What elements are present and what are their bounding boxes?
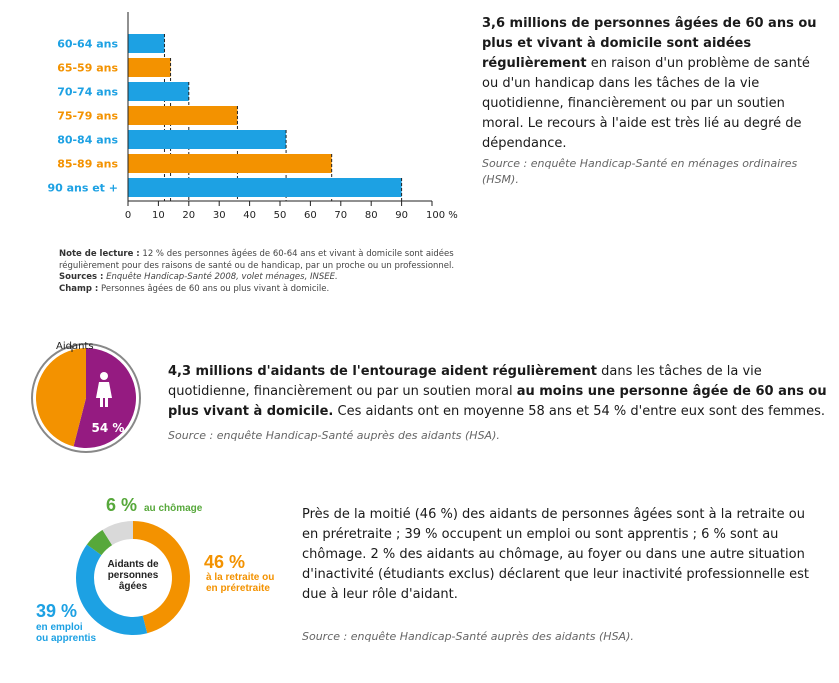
- donut-slice: [86, 529, 113, 556]
- bar: [128, 106, 238, 125]
- note-sources-label: Sources :: [59, 272, 104, 282]
- section1-source: Source : enquête Handicap-Santé en ménag…: [482, 157, 798, 186]
- note-champ-label: Champ :: [59, 283, 99, 294]
- donut-slice: [102, 521, 133, 546]
- x-tick-label: 10: [152, 210, 165, 221]
- bar: [128, 58, 171, 77]
- category-label: 85-89 ans: [57, 158, 118, 171]
- section3-source: Source : enquête Handicap-Santé auprès d…: [302, 630, 634, 643]
- donut-label-emploi: en emploi: [36, 622, 83, 633]
- note-sources-text: Enquête Handicap-Santé 2008, volet ménag…: [106, 272, 338, 282]
- bar: [128, 154, 332, 173]
- x-tick-label: 30: [213, 210, 226, 221]
- x-tick-label: 80: [365, 210, 378, 221]
- category-label: 65-59 ans: [57, 62, 118, 75]
- reading-note: Note de lecture : 12 % des personnes âgé…: [59, 249, 469, 295]
- x-tick-label: 0: [125, 210, 131, 221]
- x-tick-label: 20: [182, 210, 195, 221]
- bar: [128, 178, 402, 197]
- section2-text: 4,3 millions d'aidants de l'entourage ai…: [168, 362, 828, 422]
- donut-label-retraite: à la retraite ou: [206, 572, 274, 583]
- donut-label-emploi: ou apprentis: [36, 633, 96, 644]
- category-label: 75-79 ans: [57, 110, 118, 123]
- pie-slice-label: 54 %: [92, 421, 125, 435]
- category-label: 70-74 ans: [57, 86, 118, 99]
- donut-label-retraite: en préretraite: [206, 583, 270, 594]
- note-lecture-label: Note de lecture :: [59, 249, 140, 259]
- section2-bold2: au moins une personne âgée de 60 ans ou …: [168, 384, 827, 419]
- x-tick-label: 70: [334, 210, 347, 221]
- woman-icon: [96, 372, 112, 407]
- x-tick-label: 40: [243, 210, 256, 221]
- donut-center-label: âgées: [119, 581, 148, 592]
- pie-outline: [31, 343, 141, 453]
- category-label: 90 ans et +: [47, 182, 118, 195]
- donut-value-retraite: 46 %: [204, 552, 245, 572]
- donut-center-label: personnes: [108, 570, 159, 581]
- bar: [128, 130, 287, 149]
- donut-center-label: Aidants de: [107, 559, 159, 570]
- pie-slice: [36, 348, 86, 447]
- donut-slice: [76, 544, 148, 635]
- x-tick-label: 90: [395, 210, 408, 221]
- section2-source: Source : enquête Handicap-Santé auprès d…: [168, 429, 500, 442]
- section2-bold1: 4,3 millions d'aidants de l'entourage ai…: [168, 364, 598, 379]
- note-lecture-text: 12 % des personnes âgées de 60-64 ans et…: [59, 249, 455, 271]
- section2-text2: Ces aidants ont en moyenne 58 ans et 54 …: [337, 404, 825, 419]
- section1-text: 3,6 millions de personnes âgées de 60 an…: [482, 14, 822, 154]
- bar: [128, 34, 165, 53]
- donut-value-chomage: 6 %: [106, 495, 137, 515]
- note-champ-text: Personnes âgées de 60 ans ou plus vivant…: [101, 283, 330, 294]
- x-tick-label: 50: [274, 210, 287, 221]
- x-tick-label: 100 %: [426, 210, 458, 221]
- section1-bold: 3,6 millions de personnes âgées de 60 an…: [482, 16, 817, 71]
- donut-slice: [133, 521, 190, 634]
- section1-body: en raison d'un problème de santé ou d'un…: [482, 56, 810, 151]
- donut-value-emploi: 39 %: [36, 601, 77, 621]
- category-label: 60-64 ans: [57, 38, 118, 51]
- section3-text: Près de la moitié (46 %) des aidants de …: [302, 507, 810, 602]
- pie-title: Aidants: [56, 341, 94, 352]
- section2-text1: dans les tâches de la vie quotidienne, f…: [168, 364, 762, 399]
- category-label: 80-84 ans: [57, 134, 118, 147]
- donut-label-chomage: au chômage: [144, 503, 203, 514]
- bar: [128, 82, 189, 101]
- x-tick-label: 60: [304, 210, 317, 221]
